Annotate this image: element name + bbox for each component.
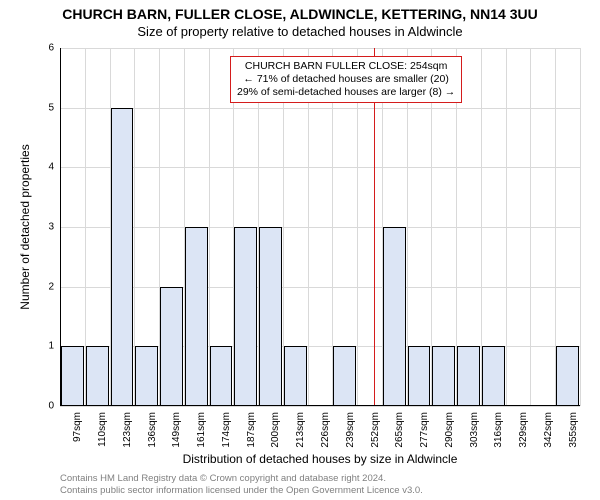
histogram-bar — [284, 346, 307, 406]
histogram-bar — [160, 287, 183, 406]
histogram-bar — [111, 108, 134, 406]
histogram-bar — [432, 346, 455, 406]
y-axis-label: Number of detached properties — [18, 48, 32, 406]
annotation-line: CHURCH BARN FULLER CLOSE: 254sqm — [245, 60, 447, 72]
histogram-bar — [383, 227, 406, 406]
y-axis-line — [60, 48, 61, 406]
footer-line: Contains public sector information licen… — [60, 485, 423, 496]
histogram-bar — [86, 346, 109, 406]
h-gridline — [60, 227, 580, 228]
histogram-bar — [135, 346, 158, 406]
y-tick-label: 3 — [32, 222, 54, 233]
histogram-bar — [61, 346, 84, 406]
histogram-bar — [259, 227, 282, 406]
histogram-bar — [457, 346, 480, 406]
x-axis-label: Distribution of detached houses by size … — [60, 452, 580, 466]
histogram-bar — [234, 227, 257, 406]
annotation-line: ← 71% of detached houses are smaller (20… — [243, 73, 448, 85]
histogram-bar — [185, 227, 208, 406]
y-tick-label: 4 — [32, 162, 54, 173]
annotation-box: CHURCH BARN FULLER CLOSE: 254sqm← 71% of… — [230, 56, 462, 103]
histogram-bar — [210, 346, 233, 406]
chart-title: CHURCH BARN, FULLER CLOSE, ALDWINCLE, KE… — [0, 0, 600, 22]
y-tick-label: 0 — [32, 401, 54, 412]
h-gridline — [60, 48, 580, 49]
v-gridline — [506, 48, 507, 406]
histogram-bar — [333, 346, 356, 406]
histogram-bar — [408, 346, 431, 406]
v-gridline — [530, 48, 531, 406]
footer-line: Contains HM Land Registry data © Crown c… — [60, 473, 386, 484]
h-gridline — [60, 108, 580, 109]
h-gridline — [60, 287, 580, 288]
v-gridline — [580, 48, 581, 406]
y-tick-label: 1 — [32, 341, 54, 352]
h-gridline — [60, 167, 580, 168]
x-axis-line — [60, 405, 580, 406]
footer-attribution: Contains HM Land Registry data © Crown c… — [60, 473, 423, 496]
y-tick-label: 2 — [32, 281, 54, 292]
h-gridline — [60, 406, 580, 407]
annotation-line: 29% of semi-detached houses are larger (… — [237, 86, 455, 98]
plot-area: 012345697sqm110sqm123sqm136sqm149sqm161s… — [60, 48, 580, 406]
histogram-bar — [556, 346, 579, 406]
chart-subtitle: Size of property relative to detached ho… — [0, 22, 600, 39]
y-tick-label: 5 — [32, 102, 54, 113]
histogram-bar — [482, 346, 505, 406]
y-tick-label: 6 — [32, 43, 54, 54]
